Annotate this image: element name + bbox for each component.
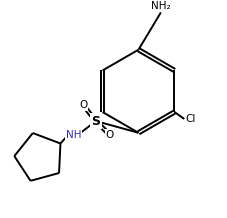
Text: O: O <box>105 130 113 140</box>
Text: Cl: Cl <box>185 114 195 124</box>
Text: NH₂: NH₂ <box>151 1 170 11</box>
Text: NH: NH <box>65 130 81 140</box>
Text: S: S <box>91 115 100 128</box>
Text: O: O <box>79 100 87 110</box>
